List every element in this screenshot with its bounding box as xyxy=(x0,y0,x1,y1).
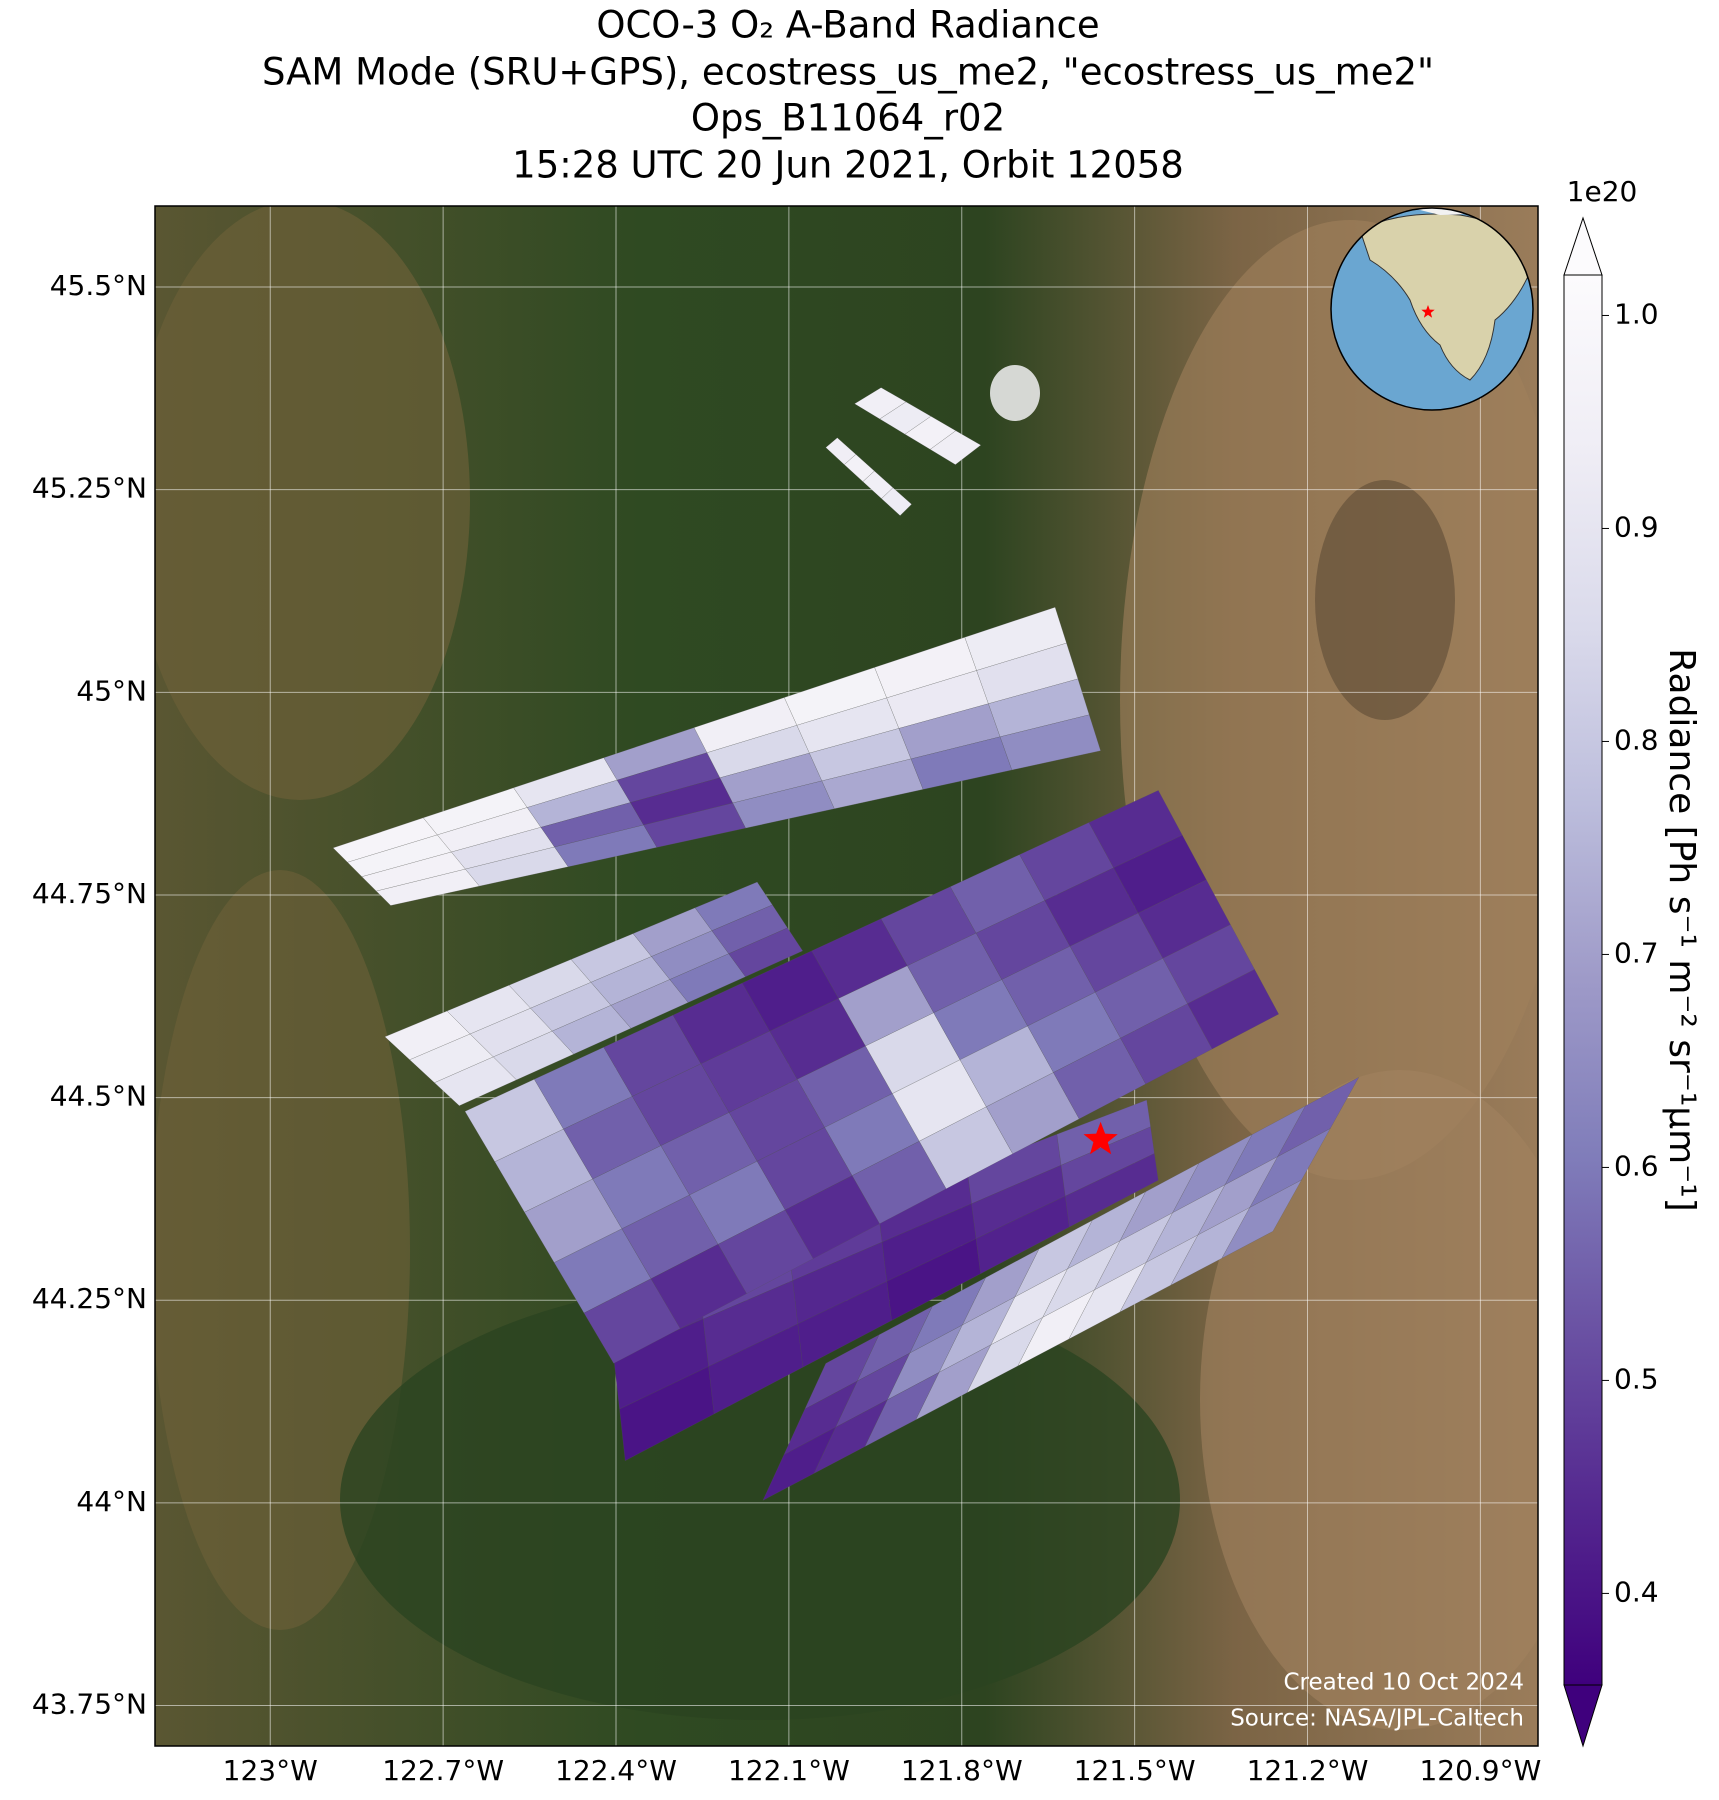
colorbar-tick-label: 0.9 xyxy=(1614,510,1659,543)
y-tick-label: 45°N xyxy=(76,674,147,707)
footnote: Created 10 Oct 2024 xyxy=(1283,1670,1524,1696)
sounding-cell xyxy=(1187,969,1279,1050)
sounding-cell xyxy=(1065,1153,1159,1228)
title-line: SAM Mode (SRU+GPS), ecostress_us_me2, "e… xyxy=(262,51,1434,94)
x-tick-label: 122.1°W xyxy=(728,1754,850,1787)
title: OCO-3 O₂ A-Band Radiance SAM Mode (SRU+G… xyxy=(262,4,1434,187)
ridge xyxy=(1315,480,1455,720)
colorbar-frame xyxy=(1563,274,1603,1686)
grid xyxy=(155,206,1538,1746)
x-tick-label: 122.7°W xyxy=(382,1754,504,1787)
colorbar: 0.4 0.5 0.6 0.7 0.8 0.9 1.0 xyxy=(1563,216,1659,1748)
footnote: Source: NASA/JPL-Caltech xyxy=(1230,1706,1524,1732)
basemap xyxy=(155,206,1538,1746)
title-line: Ops_B11064_r02 xyxy=(691,97,1005,140)
colorbar-tick-label: 0.5 xyxy=(1614,1362,1659,1395)
x-tick-label: 121.5°W xyxy=(1074,1754,1196,1787)
title-line: OCO-3 O₂ A-Band Radiance xyxy=(596,4,1099,47)
x-tick-label: 122.4°W xyxy=(555,1754,677,1787)
valley xyxy=(155,870,410,1630)
mount-hood xyxy=(990,365,1040,421)
colorbar-tick-label: 0.7 xyxy=(1614,936,1659,969)
colorbar-multiplier: 1e20 xyxy=(1567,175,1638,208)
y-tick-label: 45.25°N xyxy=(32,472,147,505)
swaths xyxy=(332,387,1360,1501)
y-tick-label: 44°N xyxy=(76,1485,147,1518)
y-tick-label: 45.5°N xyxy=(50,269,147,302)
plateau xyxy=(1200,1070,1538,1730)
colorbar-body xyxy=(1564,275,1602,1685)
x-tick-label: 121.8°W xyxy=(901,1754,1023,1787)
globe-target xyxy=(1421,305,1435,318)
x-tick-label: 121.2°W xyxy=(1247,1754,1369,1787)
globe-outline xyxy=(1330,207,1534,411)
y-tick-label: 44.25°N xyxy=(32,1282,147,1315)
colorbar-tick-label: 0.8 xyxy=(1614,723,1659,756)
colorbar-tick-label: 0.6 xyxy=(1614,1149,1659,1182)
sounding-cell xyxy=(881,487,912,516)
y-tick-label: 44.5°N xyxy=(50,1080,147,1113)
colorbar-tick-label: 0.4 xyxy=(1614,1575,1659,1608)
sounding-cell xyxy=(999,714,1101,771)
x-tick-label: 120.9°W xyxy=(1419,1754,1541,1787)
title-line: 15:28 UTC 20 Jun 2021, Orbit 12058 xyxy=(512,144,1184,187)
colorbar-label: Radiance [Ph s⁻¹ m⁻² sr⁻¹μm⁻¹] xyxy=(1661,648,1702,1211)
globe-marker xyxy=(1421,305,1435,318)
sounding-cell xyxy=(728,927,803,977)
colorbar-extend-max xyxy=(1563,216,1603,276)
sounding-cell xyxy=(929,430,982,465)
y-tick-label: 44.75°N xyxy=(32,877,147,910)
colorbar-tick-label: 1.0 xyxy=(1614,297,1659,330)
y-tick-label: 43.75°N xyxy=(32,1687,147,1720)
colorbar-extend-min xyxy=(1563,1684,1603,1748)
plot-frame xyxy=(154,205,1539,1747)
north-america xyxy=(1359,213,1533,381)
target-site xyxy=(1083,1121,1118,1155)
valley xyxy=(155,206,470,800)
x-tick-label: 123°W xyxy=(223,1754,318,1787)
sounding-cell xyxy=(1221,1179,1303,1259)
